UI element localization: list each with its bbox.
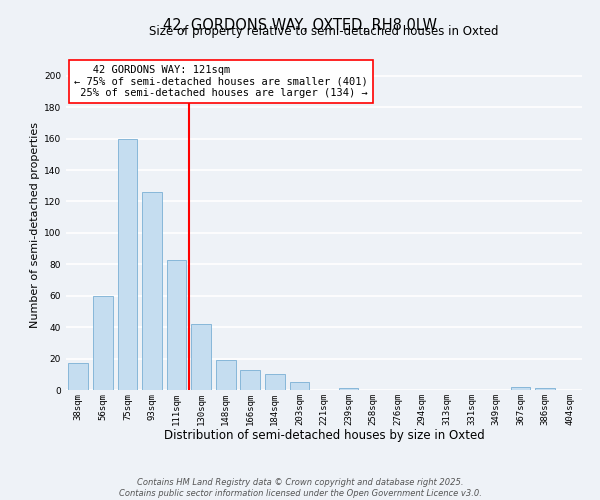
Bar bbox=[93, 296, 113, 390]
Bar bbox=[167, 260, 187, 390]
Bar bbox=[216, 360, 236, 390]
Bar bbox=[290, 382, 309, 390]
Text: Contains HM Land Registry data © Crown copyright and database right 2025.
Contai: Contains HM Land Registry data © Crown c… bbox=[119, 478, 481, 498]
X-axis label: Distribution of semi-detached houses by size in Oxted: Distribution of semi-detached houses by … bbox=[164, 429, 484, 442]
Y-axis label: Number of semi-detached properties: Number of semi-detached properties bbox=[30, 122, 40, 328]
Bar bbox=[118, 138, 137, 390]
Bar bbox=[511, 387, 530, 390]
Title: Size of property relative to semi-detached houses in Oxted: Size of property relative to semi-detach… bbox=[149, 25, 499, 38]
Bar bbox=[339, 388, 358, 390]
Bar bbox=[68, 364, 88, 390]
Bar bbox=[535, 388, 555, 390]
Text: 42 GORDONS WAY: 121sqm
← 75% of semi-detached houses are smaller (401)
 25% of s: 42 GORDONS WAY: 121sqm ← 75% of semi-det… bbox=[74, 65, 367, 98]
Bar bbox=[142, 192, 162, 390]
Bar bbox=[265, 374, 284, 390]
Text: 42, GORDONS WAY, OXTED, RH8 0LW: 42, GORDONS WAY, OXTED, RH8 0LW bbox=[163, 18, 437, 32]
Bar bbox=[241, 370, 260, 390]
Bar bbox=[191, 324, 211, 390]
